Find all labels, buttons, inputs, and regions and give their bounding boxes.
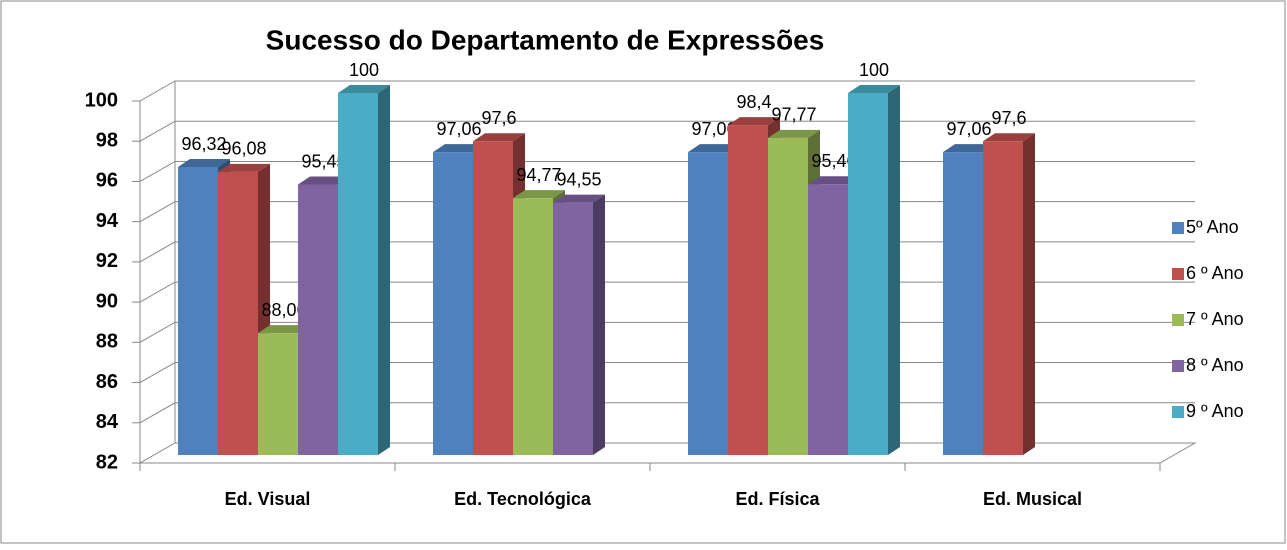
y-tick-label: 84 (96, 411, 119, 433)
bar-face (728, 125, 768, 455)
legend-swatch (1172, 360, 1184, 372)
bar-face (688, 144, 740, 153)
legend-swatch (1172, 314, 1184, 326)
legend-label: 7 º Ano (1186, 309, 1244, 329)
bar (553, 194, 605, 455)
bar-face (888, 85, 900, 455)
bar-face (433, 152, 473, 456)
bar-face (378, 85, 390, 455)
bar-face (808, 176, 860, 185)
bar-face (338, 85, 390, 93)
value-label: 97,77 (771, 105, 816, 125)
bar-face (808, 184, 848, 455)
legend-label: 5º Ano (1186, 217, 1239, 237)
bar-face (553, 194, 605, 203)
value-label: 94,77 (516, 165, 561, 185)
value-label: 97,06 (691, 119, 736, 139)
bar (983, 133, 1035, 455)
value-label: 98,4 (736, 92, 771, 112)
x-tick-label: Ed. Física (735, 489, 820, 509)
bar-face (593, 194, 605, 455)
bar-face (218, 171, 258, 455)
value-label: 100 (859, 60, 889, 80)
bar-face (473, 133, 525, 142)
y-tick-label: 96 (96, 170, 118, 192)
bar-face (178, 159, 230, 168)
legend-swatch (1172, 406, 1184, 418)
value-label: 100 (349, 60, 379, 80)
value-label: 94,55 (556, 169, 601, 189)
bar-face (768, 137, 808, 455)
y-tick-label: 94 (96, 210, 119, 232)
value-label: 97,06 (436, 119, 481, 139)
value-label: 97,6 (991, 108, 1026, 128)
value-label: 97,6 (481, 108, 516, 128)
bar-face (298, 184, 338, 455)
bar-face (218, 163, 270, 172)
value-label: 97,06 (946, 119, 991, 139)
y-tick-label: 82 (96, 451, 118, 473)
bar-face (513, 198, 553, 456)
legend-swatch (1172, 268, 1184, 280)
legend-swatch (1172, 222, 1184, 234)
value-label: 95,46 (811, 151, 856, 171)
bar-face (768, 129, 820, 138)
bar-face (513, 190, 565, 199)
legend-label: 6 º Ano (1186, 263, 1244, 283)
legend-label: 9 º Ano (1186, 401, 1244, 421)
x-tick-label: Ed. Musical (983, 489, 1082, 509)
bar-face (433, 144, 485, 153)
x-tick-label: Ed. Visual (225, 489, 311, 509)
bar (848, 85, 900, 455)
value-label: 96,08 (221, 139, 266, 159)
bar-face (983, 133, 1035, 142)
y-tick-label: 98 (96, 130, 118, 152)
bar-face (258, 333, 298, 455)
y-tick-label: 88 (96, 331, 118, 353)
value-label: 88,06 (261, 300, 306, 320)
y-tick-label: 90 (96, 290, 118, 312)
floor (138, 442, 1197, 464)
bar-face (848, 85, 900, 93)
bar-face (178, 167, 218, 455)
bar-face (943, 152, 983, 456)
bar-face (553, 202, 593, 455)
grid-line (139, 80, 1195, 102)
y-tick-label: 92 (96, 250, 118, 272)
chart-title: Sucesso do Departamento de Expressões (266, 24, 825, 55)
y-tick-label: 100 (85, 89, 118, 111)
bar-face (688, 152, 728, 456)
legend-label: 8 º Ano (1186, 355, 1244, 375)
bar-face (943, 144, 995, 153)
y-tick-label: 86 (96, 371, 118, 393)
bar-face (983, 141, 1023, 455)
bar-face (728, 117, 780, 126)
bar (338, 85, 390, 455)
bar-face (473, 141, 513, 455)
value-label: 95,45 (301, 151, 346, 171)
bar-face (1023, 133, 1035, 455)
bar-face (298, 176, 350, 185)
bar-face (338, 93, 378, 455)
x-tick-label: Ed. Tecnológica (454, 489, 592, 509)
bar-face (848, 93, 888, 455)
bar-face (258, 325, 310, 334)
value-label: 96,32 (181, 134, 226, 154)
